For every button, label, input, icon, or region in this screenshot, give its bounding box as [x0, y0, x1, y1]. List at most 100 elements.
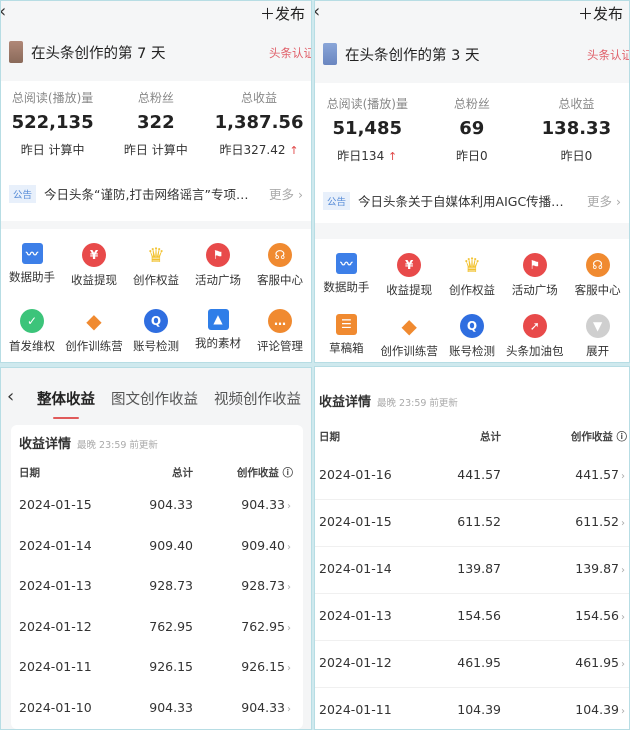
stat-yesterday: 昨日134 — [337, 149, 385, 163]
stat-item[interactable]: 总粉丝 322 昨日 计算中 — [104, 89, 207, 158]
table-row[interactable]: 2024-01-14 909.40 909.40 › — [19, 538, 303, 558]
stat-label: 总粉丝 — [137, 91, 174, 105]
tool-label: 草稿箱 — [329, 340, 364, 355]
back-button[interactable]: ‹ — [7, 386, 15, 407]
tool-label: 展开 — [586, 343, 610, 358]
tool-item[interactable]: ▼ 展开 — [566, 313, 629, 363]
tool-item[interactable]: 〰 数据助手 — [315, 253, 378, 302]
tool-item[interactable]: ◆ 创作训练营 — [63, 309, 125, 363]
stat-item[interactable]: 总阅读(播放)量 51,485 昨日134 ↑ — [315, 95, 420, 164]
table-row[interactable]: 2024-01-16 441.57 441.57 › — [319, 467, 629, 487]
tool-item[interactable]: ◆ 创作训练营 — [378, 314, 441, 363]
stat-yesterday: 昨日0 — [456, 149, 488, 163]
tool-item[interactable]: 〰 数据助手 — [1, 243, 63, 297]
stat-label: 总收益 — [558, 97, 595, 111]
more-link[interactable]: 更多 › — [269, 187, 303, 202]
tab-video-income[interactable]: 视频创作收益 — [214, 392, 301, 408]
tool-label: 账号检测 — [133, 338, 179, 353]
date-cell: 2024-01-11 — [319, 702, 392, 717]
chevron-right-icon: › — [287, 501, 291, 512]
certification-badge[interactable]: 头条认证 — [587, 48, 630, 62]
table-row[interactable]: 2024-01-12 461.95 461.95 › — [319, 655, 629, 675]
tab-overall-income[interactable]: 整体收益 — [37, 388, 95, 419]
table-row[interactable]: 2024-01-10 904.33 904.33 › — [19, 700, 303, 720]
tool-label: 账号检测 — [448, 343, 495, 358]
stat-item[interactable]: 总阅读(播放)量 522,135 昨日 计算中 — [1, 89, 104, 158]
back-button[interactable]: ‹ — [1, 1, 6, 22]
table-row[interactable]: 2024-01-15 904.33 904.33 › — [19, 497, 303, 517]
date-cell: 2024-01-11 — [19, 659, 92, 674]
tool-item[interactable]: ¥ 收益提现 — [63, 243, 125, 297]
tool-item[interactable]: ✓ 首发维权 — [1, 308, 63, 363]
row-divider — [315, 498, 629, 500]
tool-label: 数据助手 — [9, 270, 55, 284]
certification-badge[interactable]: 头条认证 — [269, 46, 312, 60]
tool-item[interactable]: ☊ 客服中心 — [249, 243, 311, 297]
creation-income-cell: 909.40 — [241, 537, 285, 553]
table-row[interactable]: 2024-01-11 104.39 104.39 › — [319, 702, 629, 722]
creation-income-cell: 762.95 — [241, 618, 285, 634]
chevron-right-icon: › — [621, 471, 625, 482]
info-icon[interactable]: 创作收益 ⓘ — [570, 431, 627, 443]
chevron-right-icon: › — [621, 612, 625, 623]
shield-check-icon: ✓ — [20, 308, 44, 333]
table-row[interactable]: 2024-01-13 928.73 928.73 › — [19, 578, 303, 598]
publish-button[interactable]: ＋发布 — [259, 5, 305, 23]
back-button[interactable]: ‹ — [315, 1, 320, 22]
arrow-up-icon: ↑ — [388, 150, 398, 163]
tool-item[interactable]: Q 账号检测 — [441, 313, 504, 363]
tool-item[interactable]: ☰ 草稿箱 — [315, 313, 378, 363]
announcement-bar[interactable]: 公告 今日头条“谨防,打击网络谣言”专项整... 更多 › — [9, 184, 303, 203]
stat-label: 总收益 — [241, 91, 278, 105]
tool-item[interactable]: … 评论管理 — [249, 308, 311, 363]
date-cell: 2024-01-15 — [19, 497, 92, 512]
comment-icon: … — [268, 308, 292, 333]
table-row[interactable]: 2024-01-12 762.95 762.95 › — [19, 619, 303, 639]
more-link[interactable]: 更多 › — [587, 194, 621, 209]
total-cell: 154.56 — [457, 608, 501, 623]
arrow-up-icon: ↑ — [289, 144, 299, 157]
announcement-bar[interactable]: 公告 今日头条关于自媒体利用AIGC传播违... 更多 › — [323, 191, 621, 210]
tab-article-income[interactable]: 图文创作收益 — [111, 392, 198, 408]
tool-item[interactable]: ♛ 创作权益 — [125, 243, 187, 297]
creation-days-title: 在头条创作的第 3 天 — [345, 47, 480, 64]
tool-item[interactable]: ▲ 我的素材 — [187, 308, 249, 363]
avatar[interactable] — [9, 41, 23, 63]
date-cell: 2024-01-14 — [319, 561, 392, 576]
tool-label: 客服中心 — [257, 273, 303, 287]
stat-item[interactable]: 总收益 1,387.56 昨日327.42 ↑ — [207, 89, 310, 158]
tool-item[interactable]: ♛ 创作权益 — [441, 253, 504, 302]
tool-label: 创作训练营 — [65, 338, 123, 353]
total-cell: 762.95 — [149, 618, 193, 634]
total-cell: 904.33 — [149, 699, 193, 715]
creation-income-cell: 611.52 — [575, 514, 619, 529]
announcement-text[interactable]: 今日头条关于自媒体利用AIGC传播违... — [358, 194, 569, 209]
tool-item[interactable]: Q 账号检测 — [125, 308, 187, 363]
creation-income-cell: 461.95 — [575, 655, 619, 670]
stat-yesterday: 昨日327.42 — [219, 143, 286, 157]
stat-value: 69 — [459, 118, 485, 139]
tool-item[interactable]: ⚑ 活动广场 — [503, 253, 566, 302]
announcement-tag: 公告 — [323, 191, 351, 210]
table-row[interactable]: 2024-01-11 926.15 926.15 › — [19, 659, 303, 679]
info-icon[interactable]: 创作收益 ⓘ — [236, 467, 293, 479]
tool-label: 数据助手 — [323, 280, 370, 294]
yuan-icon: ¥ — [82, 243, 106, 267]
stat-item[interactable]: 总粉丝 69 昨日0 — [420, 95, 525, 164]
tool-item[interactable]: ¥ 收益提现 — [378, 253, 441, 302]
table-row[interactable]: 2024-01-15 611.52 611.52 › — [319, 514, 629, 534]
income-panel-right: 收益详情 最晚 23:59 前更新 日期 总计 创作收益 ⓘ 2024-01-16… — [314, 366, 630, 730]
table-row[interactable]: 2024-01-13 154.56 154.56 › — [319, 608, 629, 628]
total-cell: 926.15 — [149, 659, 193, 674]
tool-item[interactable]: ➚ 头条加油包 — [503, 313, 566, 363]
publish-button[interactable]: ＋发布 — [577, 5, 623, 23]
tool-label: 创作权益 — [133, 273, 179, 287]
flag-icon: ⚑ — [206, 243, 230, 267]
tool-item[interactable]: ☊ 客服中心 — [566, 253, 629, 302]
stat-yesterday: 昨日 计算中 — [20, 143, 85, 157]
avatar[interactable] — [323, 43, 337, 65]
table-row[interactable]: 2024-01-14 139.87 139.87 › — [319, 561, 629, 581]
stat-item[interactable]: 总收益 138.33 昨日0 — [524, 95, 629, 164]
tool-item[interactable]: ⚑ 活动广场 — [187, 243, 249, 297]
announcement-text[interactable]: 今日头条“谨防,打击网络谣言”专项整... — [44, 187, 255, 202]
